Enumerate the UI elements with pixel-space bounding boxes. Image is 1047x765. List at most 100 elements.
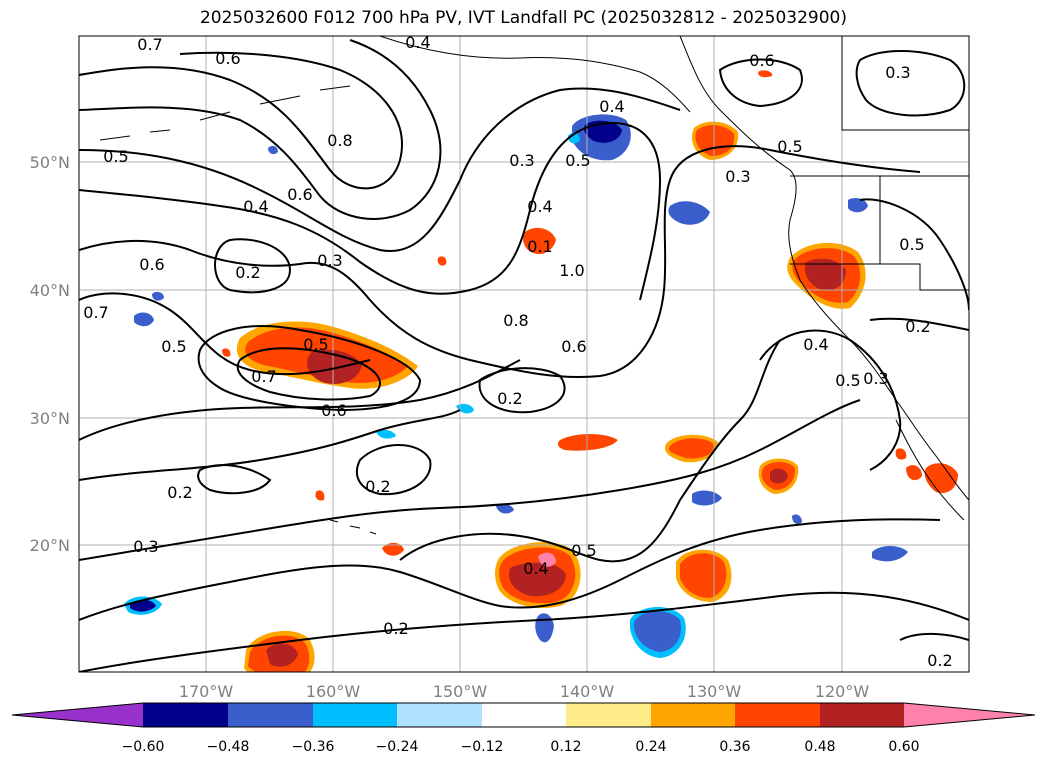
colorbar-cell — [313, 703, 397, 727]
colorbar-tick-label: 0.36 — [719, 739, 750, 755]
positive-anomaly-region — [437, 256, 447, 266]
colorbar-cell — [482, 703, 566, 727]
contour-label: 0.2 — [927, 651, 952, 670]
colorbar-cell — [904, 703, 1035, 727]
pv-contour — [355, 444, 432, 496]
contour-label: 0.5 — [777, 137, 802, 156]
colorbar-tick-label: 0.48 — [804, 739, 835, 755]
contour-label: 0.2 — [235, 263, 260, 282]
contour-label: 0.5 — [103, 147, 128, 166]
lon-tick-label: 120°W — [815, 682, 870, 701]
pv-contour — [79, 518, 941, 621]
positive-anomaly-region — [770, 468, 788, 484]
colorbar-cell — [228, 703, 313, 727]
positive-anomaly-region — [758, 70, 773, 78]
pv-contour — [79, 292, 371, 376]
pv-contour — [869, 317, 969, 331]
pv-contour — [79, 409, 461, 481]
negative-anomaly-region — [668, 201, 710, 225]
positive-anomaly-region — [924, 463, 958, 494]
contour-label: 0.6 — [287, 185, 312, 204]
negative-anomaly-region — [376, 429, 396, 439]
pv-contour — [759, 329, 902, 471]
contour-label: 0.7 — [251, 367, 276, 386]
contour-label: 0.4 — [405, 33, 430, 52]
contour-label: 0.5 — [899, 235, 924, 254]
positive-anomaly-region — [895, 448, 907, 460]
colorbar-tick-label: 0.12 — [550, 739, 581, 755]
contour-label: 0.4 — [599, 97, 624, 116]
colorbar-tick-label: −0.48 — [207, 739, 250, 755]
negative-anomaly-region — [792, 514, 802, 524]
contour-label: 0.6 — [749, 51, 774, 70]
pv-contour — [79, 122, 662, 301]
negative-anomaly-region — [496, 503, 514, 514]
contour-label: 1.0 — [559, 261, 584, 280]
positive-anomaly-region — [538, 552, 556, 567]
colorbar-cell — [143, 703, 228, 727]
contour-label: 0.2 — [905, 317, 930, 336]
state-border — [841, 36, 969, 131]
contour-label: 0.6 — [321, 401, 346, 420]
pv-contour — [79, 87, 681, 253]
map-title: 2025032600 F012 700 hPa PV, IVT Landfall… — [199, 8, 847, 28]
pv-contour — [197, 325, 422, 412]
pv-contour — [399, 339, 781, 563]
contour-label: 0.2 — [365, 477, 390, 496]
positive-anomaly-region — [668, 438, 714, 459]
colorbar-tick-label: −0.12 — [461, 739, 504, 755]
positive-anomaly-region — [266, 643, 298, 667]
pv-contour — [79, 591, 969, 672]
positive-anomaly-region — [906, 465, 922, 481]
aleutian-islands — [99, 85, 351, 141]
contour-label: 0.4 — [527, 197, 552, 216]
contour-label: 0.3 — [885, 63, 910, 82]
negative-anomaly-region — [848, 198, 868, 213]
pv-contours — [79, 39, 969, 672]
longitude-ticks: 170°W 160°W 150°W 140°W 130°W 120°W — [179, 682, 870, 701]
positive-anomaly-region — [508, 562, 566, 597]
contour-label: 0.3 — [317, 251, 342, 270]
contour-label: 0.3 — [133, 537, 158, 556]
contour-label: 0.5 — [161, 337, 186, 356]
contour-label: 0.4 — [803, 335, 828, 354]
map-border — [78, 35, 970, 673]
lon-tick-label: 170°W — [179, 682, 234, 701]
contour-label: 0.5 — [565, 151, 590, 170]
state-border — [790, 263, 969, 291]
positive-anomaly-region — [680, 553, 727, 598]
negative-anomaly-region — [134, 312, 154, 327]
hawaiian-islands — [329, 519, 377, 535]
contour-label: 0.3 — [725, 167, 750, 186]
pv-contour — [855, 50, 966, 117]
north-america-coast — [679, 36, 969, 501]
colorbar-cell — [12, 703, 143, 727]
lat-tick-label: 20°N — [30, 536, 70, 555]
contour-label: 0.8 — [503, 311, 528, 330]
pv-contour — [79, 51, 403, 190]
pv-contour — [79, 359, 521, 441]
pv-contour — [718, 58, 803, 108]
lon-tick-label: 160°W — [306, 682, 361, 701]
negative-anomaly-region — [152, 291, 164, 301]
lat-tick-label: 30°N — [30, 409, 70, 428]
contour-label: 0.1 — [527, 237, 552, 256]
baja-coast — [895, 419, 965, 521]
colorbar-tick-label: −0.24 — [376, 739, 419, 755]
contour-label: 0.7 — [83, 303, 108, 322]
contour-label: 0.6 — [139, 255, 164, 274]
pv-contour — [236, 347, 381, 401]
positive-anomaly-region — [557, 434, 618, 451]
positive-anomaly-region — [523, 227, 556, 255]
pv-contour — [79, 399, 861, 561]
contour-label: 0.5 — [571, 541, 596, 560]
contour-label: 0.3 — [863, 369, 888, 388]
colorbar-cell — [397, 703, 482, 727]
colorbar-tick-label: −0.36 — [292, 739, 335, 755]
positive-anomaly-region — [315, 490, 325, 501]
ivt-shading — [124, 70, 958, 672]
negative-anomaly-region — [268, 145, 278, 155]
pv-contour — [79, 145, 921, 379]
contour-label: 0.7 — [137, 35, 162, 54]
